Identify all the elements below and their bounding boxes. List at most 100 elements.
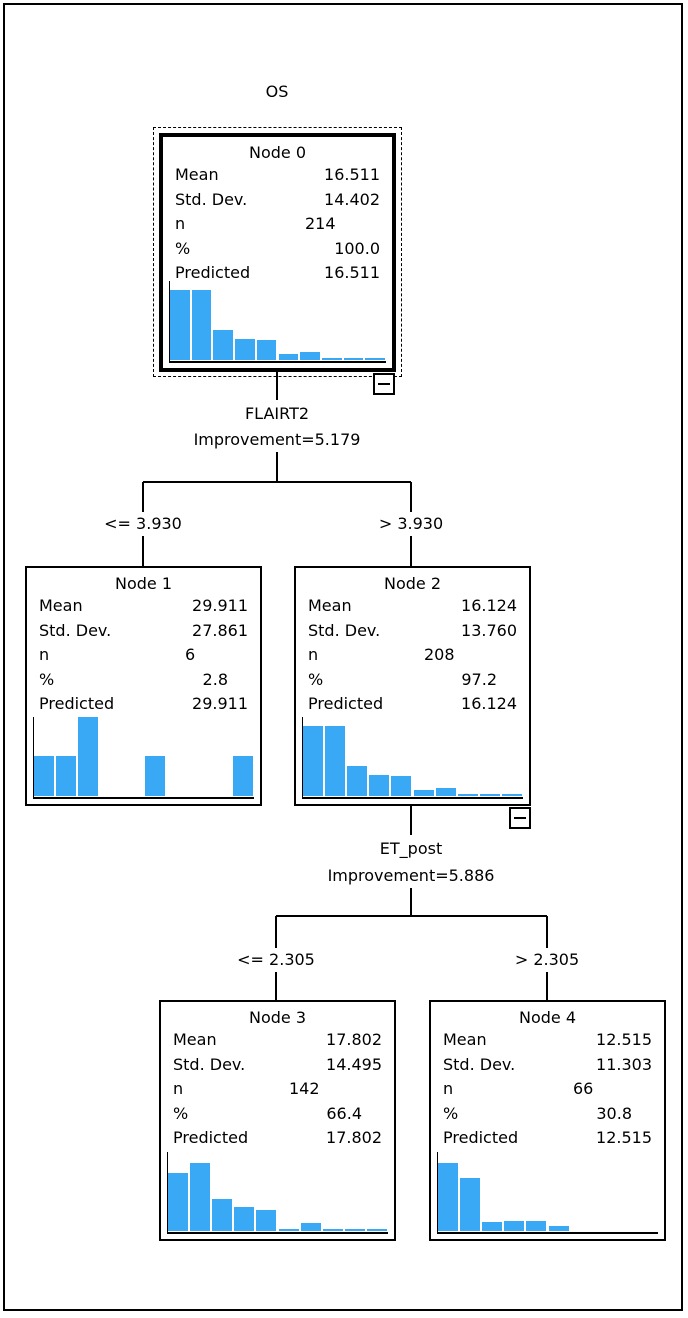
std-dev-label: Std. Dev. [173,1054,246,1074]
histogram-bar [366,1229,387,1231]
histogram-bar [344,1229,365,1231]
histogram-bar [482,1222,503,1231]
minus-icon [378,383,390,385]
node-stats: Mean 16.511 Std. Dev. 14.402 n 214 % 100.0 P… [175,165,380,288]
histogram-bar [479,794,500,796]
histogram-bar [234,1207,255,1231]
std-dev-value: 11.303 [596,1054,652,1074]
n-value: 214 [305,214,336,233]
tree-node-2[interactable]: Node 2 Mean 16.124 Std. Dev. 13.760 n 208 %… [294,566,531,806]
node-stats: Mean 16.124 Std. Dev. 13.760 n 208 % 97.2 Pr… [308,596,517,719]
histogram-bar [78,717,99,796]
histogram-bar [300,352,320,360]
mean-label: Mean [173,1030,217,1049]
predicted-value: 12.515 [596,1128,652,1147]
pct-value: 30.8 [596,1103,632,1123]
split-improvement: Improvement=5.179 [193,430,361,449]
histogram-bar [256,340,277,360]
node-title: Node 3 [248,1008,307,1027]
tree-frame [3,3,683,1311]
split-left-condition: <= 3.930 [104,514,182,533]
n-label: n [443,1079,454,1098]
split-right-condition: > 3.930 [378,514,444,533]
histogram-bar [212,1199,233,1231]
n-label: n [39,645,50,664]
histogram-bar [256,1210,277,1231]
split-left-condition: <= 2.305 [237,950,315,969]
histogram-bar [526,1221,547,1231]
predicted-value: 17.802 [326,1128,382,1147]
predicted-label: Predicted [443,1128,519,1147]
node-title: Node 2 [383,574,442,593]
node-histogram [167,1152,388,1234]
mean-label: Mean [39,596,83,615]
root-title: OS [265,82,289,101]
std-dev-value: 27.861 [192,620,248,640]
histogram-bar [34,756,55,796]
tree-node-4[interactable]: Node 4 Mean 12.515 Std. Dev. 11.303 n 66 % 3… [429,1000,666,1241]
histogram-bar [413,790,434,796]
mean-value: 16.124 [461,596,517,615]
pct-value: 100.0 [334,238,380,258]
histogram-bar [170,290,190,360]
histogram-bar [347,766,368,796]
pct-value: 2.8 [202,669,228,689]
selection-outline [153,127,402,377]
std-dev-label: Std. Dev. [308,620,381,640]
pct-value: 97.2 [461,669,497,689]
histogram-bar [278,354,299,360]
split-variable: ET_post [379,839,443,858]
histogram-bar [56,756,77,796]
histogram-bar [213,330,234,360]
histogram-bar [322,1229,343,1231]
tree-node-1[interactable]: Node 1 Mean 29.911 Std. Dev. 27.861 n 6 % 2.… [25,566,262,806]
n-value: 142 [289,1079,320,1098]
predicted-label: Predicted [308,694,384,713]
histogram-bar [501,794,522,796]
node-histogram [302,717,523,799]
pct-label: % [39,669,55,689]
pct-label: % [308,669,324,689]
predicted-value: 16.124 [461,694,517,713]
n-value: 208 [424,645,455,664]
pct-label: % [175,238,191,258]
std-dev-label: Std. Dev. [39,620,112,640]
node-title: Node 1 [114,574,173,593]
histogram-bar [144,756,165,796]
std-dev-value: 13.760 [461,620,517,640]
node-histogram [33,717,254,799]
split-improvement: Improvement=5.886 [327,866,495,885]
node-histogram [437,1152,658,1234]
tree-node-0[interactable]: Node 0 Mean 16.511 Std. Dev. 14.402 n 214 %… [159,133,396,372]
mean-label: Mean [443,1030,487,1049]
histogram-bar [303,726,324,796]
n-label: n [308,645,319,664]
histogram-bar [300,1223,321,1231]
predicted-label: Predicted [39,694,115,713]
std-dev-label: Std. Dev. [175,189,248,209]
histogram-bar [235,339,255,360]
mean-label: Mean [308,596,352,615]
histogram-bar [325,726,346,796]
histogram-bar [460,1178,481,1231]
node-histogram [169,281,386,363]
collapse-node0-button[interactable] [373,373,395,395]
pct-label: % [443,1103,459,1123]
histogram-bar [232,756,253,796]
node-stats: Mean 12.515 Std. Dev. 11.303 n 66 % 30.8 Pre… [443,1030,652,1153]
mean-value: 29.911 [192,596,248,615]
std-dev-value: 14.495 [326,1054,382,1074]
n-value: 6 [185,645,196,664]
std-dev-label: Std. Dev. [443,1054,516,1074]
node-title: Node 4 [518,1008,577,1027]
minus-icon [514,817,526,819]
collapse-node2-button[interactable] [509,807,531,829]
predicted-value: 16.511 [324,263,380,282]
tree-node-3[interactable]: Node 3 Mean 17.802 Std. Dev. 14.495 n 142 %… [159,1000,396,1241]
histogram-bar [278,1229,299,1231]
histogram-bar [457,794,478,796]
n-value: 66 [573,1079,594,1098]
n-label: n [173,1079,184,1098]
histogram-bar [391,776,412,796]
split-variable: FLAIRT2 [244,404,310,423]
